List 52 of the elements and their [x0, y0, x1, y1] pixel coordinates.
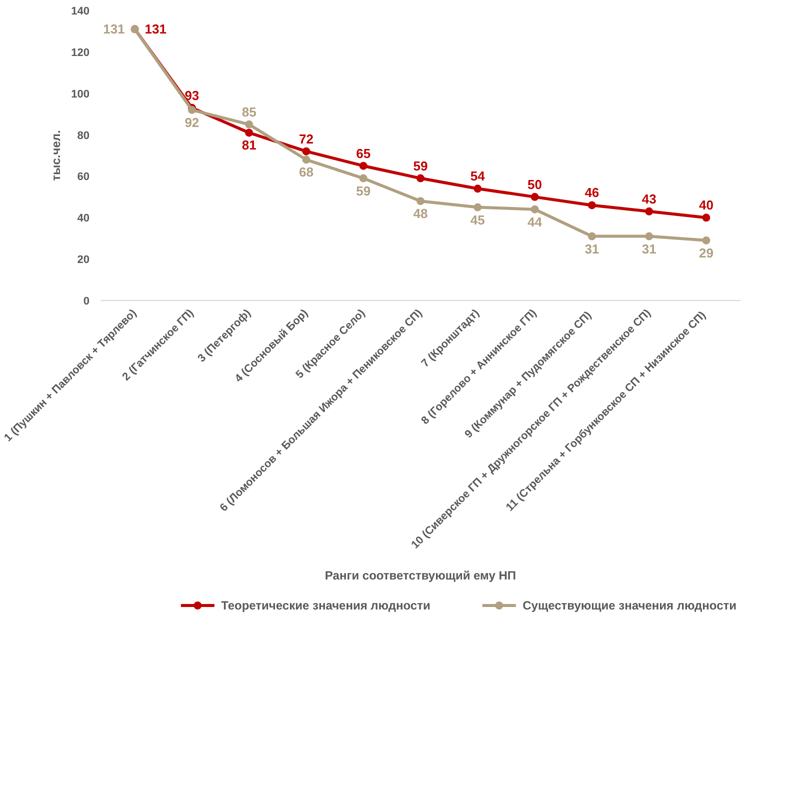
data-label: 29: [698, 245, 714, 260]
point: [645, 207, 654, 216]
data-label: 40: [698, 198, 714, 213]
data-label: 31: [642, 241, 656, 256]
point: [245, 120, 254, 128]
point: [474, 184, 482, 193]
point: [302, 156, 310, 164]
legend-label: Существующие значения людности: [522, 598, 737, 612]
point: [359, 174, 368, 182]
y-tick-label: 80: [77, 130, 90, 142]
y-tick-label: 0: [83, 296, 90, 308]
data-label: 48: [413, 206, 428, 222]
point: [530, 205, 539, 214]
y-tick-label: 60: [77, 171, 90, 184]
y-tick-label: 40: [77, 212, 90, 225]
y-tick-label: 20: [77, 254, 90, 266]
point: [416, 197, 424, 206]
data-label: 50: [528, 176, 542, 192]
data-label: 31: [584, 241, 600, 256]
y-axis-title: тыс.чел.: [49, 130, 64, 181]
x-axis-title: Ранги соответствующий ему НП: [324, 568, 516, 583]
data-label: 92: [184, 114, 200, 130]
point: [645, 232, 654, 240]
legend-label: Теоретические значения людности: [221, 598, 430, 612]
point: [530, 192, 539, 201]
point: [702, 214, 710, 222]
point: [416, 174, 424, 182]
data-label: 68: [298, 164, 314, 180]
point: [474, 203, 482, 212]
data-label: 65: [356, 146, 371, 161]
y-tick-label: 140: [71, 6, 90, 18]
point: [702, 236, 710, 244]
point: [588, 232, 596, 240]
data-label: 45: [470, 212, 485, 228]
point: [302, 147, 310, 156]
data-label: 131: [103, 22, 125, 37]
point: [588, 201, 596, 210]
data-label: 85: [242, 104, 256, 120]
point: [245, 128, 254, 137]
data-label: 81: [242, 138, 256, 153]
data-label: 46: [584, 185, 600, 200]
point: [359, 162, 368, 170]
data-label: 93: [184, 88, 200, 103]
data-label: 131: [144, 22, 166, 37]
data-label: 43: [642, 191, 656, 206]
data-label: 44: [528, 214, 543, 230]
data-label: 59: [356, 183, 371, 198]
y-tick-label: 100: [71, 88, 90, 100]
data-label: 54: [470, 168, 486, 184]
data-label: 72: [298, 131, 314, 146]
y-tick-label: 120: [71, 46, 90, 59]
data-label: 59: [413, 158, 428, 174]
